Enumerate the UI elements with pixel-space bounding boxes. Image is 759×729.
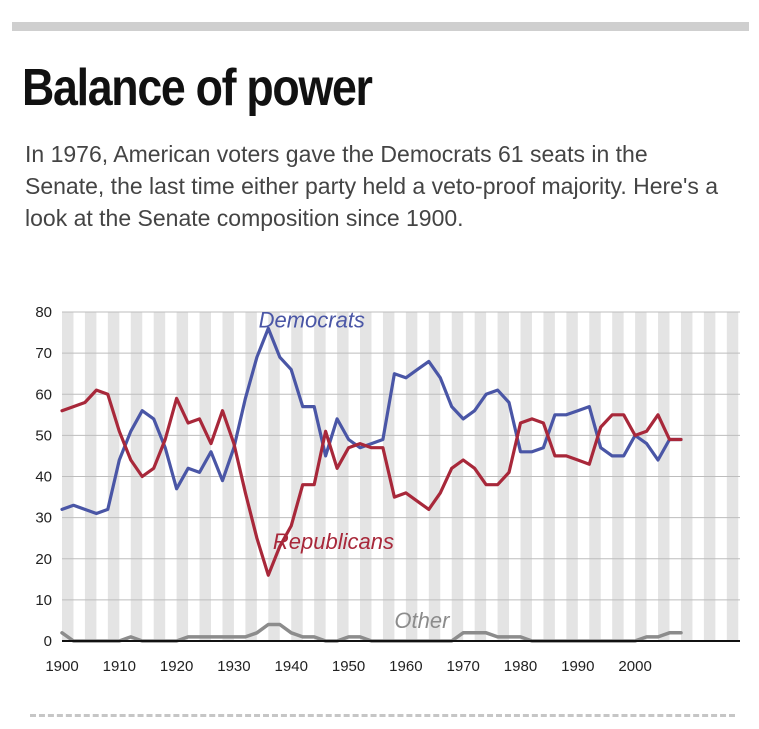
x-tick-label: 1980 bbox=[504, 658, 537, 675]
x-tick-labels: 1900 1910 1920 1930 1940 1950 1960 1970 1980 1990… bbox=[45, 658, 651, 675]
series-label-other: Other bbox=[394, 608, 451, 633]
page-title: Balance of power bbox=[22, 59, 373, 117]
series-label-republicans: Republicans bbox=[273, 529, 394, 554]
x-tick-label: 1990 bbox=[561, 658, 594, 675]
chart-subtitle: In 1976, American voters gave the Democr… bbox=[25, 141, 719, 231]
series-label-democrats: Democrats bbox=[259, 308, 365, 333]
x-tick-label: 1930 bbox=[217, 658, 250, 675]
y-gridlines bbox=[62, 311, 740, 601]
y-tick-label: 50 bbox=[35, 427, 52, 444]
x-tick-label: 1940 bbox=[275, 658, 308, 675]
x-tick-label: 1970 bbox=[446, 658, 479, 675]
x-tick-label: 1960 bbox=[389, 658, 422, 675]
series-line-republicans bbox=[60, 388, 683, 577]
y-tick-labels: 0 10 20 30 40 50 60 70 80 bbox=[35, 304, 52, 650]
y-tick-label: 20 bbox=[35, 551, 52, 568]
y-tick-label: 10 bbox=[35, 592, 52, 609]
series-labels: Democrats Republicans Other bbox=[259, 308, 452, 633]
x-tick-label: 1920 bbox=[160, 658, 193, 675]
bottom-divider bbox=[30, 714, 735, 717]
y-tick-label: 60 bbox=[35, 386, 52, 403]
x-tick-label: 1910 bbox=[103, 658, 136, 675]
x-tick-label: 1950 bbox=[332, 658, 365, 675]
y-tick-label: 80 bbox=[35, 304, 52, 321]
top-divider bbox=[12, 22, 749, 31]
series-line-democrats bbox=[60, 326, 683, 516]
x-tick-label: 2000 bbox=[618, 658, 651, 675]
x-tick-label: 1900 bbox=[45, 658, 78, 675]
y-tick-label: 40 bbox=[35, 469, 52, 486]
y-tick-label: 0 bbox=[44, 633, 52, 650]
y-tick-label: 70 bbox=[35, 345, 52, 362]
y-tick-label: 30 bbox=[35, 510, 52, 527]
